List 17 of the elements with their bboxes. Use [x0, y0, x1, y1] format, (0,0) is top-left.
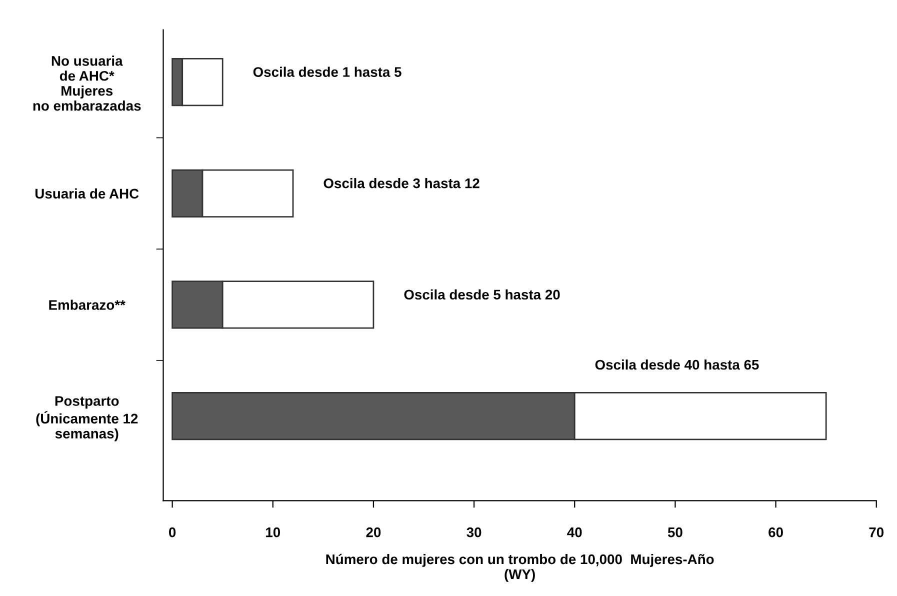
x-tick-label: 50 — [668, 527, 682, 538]
y-tick-label: No usuaria de AHC* Mujeres no embarazadas — [33, 56, 141, 111]
annotation: Oscila desde 3 hasta 12 — [324, 178, 480, 188]
x-tick-label: 10 — [266, 527, 280, 538]
x-axis-title: Número de mujeres con un trombo de 10,000 Mujeres-Año (WY) — [326, 554, 714, 582]
x-tick-label: 20 — [366, 527, 381, 538]
x-tick-label: 60 — [768, 527, 783, 538]
y-tick-label: Embarazo** — [49, 300, 126, 310]
y-tick-label: Usuaria de AHC — [35, 188, 139, 199]
x-tick-label: 40 — [567, 527, 582, 538]
annotation: Oscila desde 40 hasta 65 — [595, 359, 759, 370]
annotation: Oscila desde 1 hasta 5 — [253, 66, 402, 77]
x-tick-label: 0 — [168, 527, 176, 538]
x-tick-label: 30 — [466, 527, 482, 538]
annotation: Oscila desde 5 hasta 20 — [404, 289, 560, 300]
y-tick-label: Postparto (Únicamente 12 semanas) — [36, 396, 138, 442]
x-tick-label: 70 — [869, 527, 884, 538]
